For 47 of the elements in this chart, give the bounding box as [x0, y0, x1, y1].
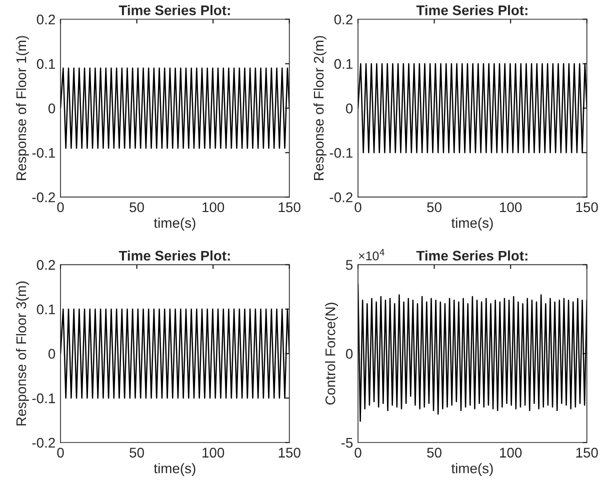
x-tick-label: 100 — [202, 202, 224, 212]
x-axis-title: time(s) — [451, 463, 493, 476]
x-axis-title: time(s) — [154, 463, 196, 476]
x-tick-label: 150 — [278, 448, 300, 458]
text: ×10$^{4}$ — [358, 249, 384, 260]
y-axis-title: Response of Floor 2(m) — [313, 36, 326, 180]
y-axis-title: Response of Floor 1(m) — [16, 36, 29, 180]
y-tick-label: 0 — [48, 104, 56, 114]
y-axis-title: Control Force(N) — [325, 302, 338, 405]
x-tick-label: 150 — [278, 202, 300, 212]
x-tick-label: 100 — [202, 448, 224, 458]
y-tick-label: 0.2 — [36, 14, 55, 24]
y-tick-label: -0.1 — [330, 148, 352, 158]
y-tick-label: 0 — [346, 104, 353, 114]
x-tick-label: 0 — [354, 448, 362, 458]
y-tick-label: -0.2 — [32, 438, 55, 448]
y-tick-label: 0.2 — [36, 260, 55, 270]
x-tick-label: 50 — [427, 448, 442, 458]
chart-title: Time Series Plot: — [118, 5, 230, 16]
x-tick-label: 50 — [130, 202, 144, 212]
y-tick-label: -0.1 — [32, 393, 55, 404]
y-tick-label: 0 — [48, 348, 56, 359]
y-tick-label: 0.1 — [334, 59, 352, 69]
chart-title: Time Series Plot: — [416, 5, 528, 16]
x-tick-label: 0 — [57, 202, 64, 212]
y-tick-label: -0.2 — [32, 192, 55, 202]
y-tick-label: 0 — [346, 348, 353, 359]
y-tick-label: -0.1 — [32, 148, 55, 158]
x-tick-label: 150 — [576, 202, 598, 212]
y-tick-label: 0.1 — [36, 304, 55, 314]
x-axis-title: time(s) — [154, 218, 196, 231]
y-tick-label: -5 — [341, 438, 353, 448]
x-tick-label: 0 — [57, 448, 64, 458]
y-tick-label: 0.2 — [334, 14, 352, 24]
x-tick-label: 150 — [576, 448, 598, 458]
chart-title: Time Series Plot: — [118, 250, 230, 261]
y-tick-label: -0.2 — [330, 192, 352, 202]
x-tick-label: 100 — [500, 448, 522, 458]
y-tick-label: 0.1 — [36, 59, 55, 69]
x-axis-title: time(s) — [451, 218, 493, 231]
x-tick-label: 50 — [427, 202, 442, 212]
x-tick-label: 0 — [354, 202, 362, 212]
y-tick-label: 5 — [346, 260, 353, 270]
y-axis-title: Response of Floor 3(m) — [16, 282, 29, 426]
chart-title: Time Series Plot: — [416, 250, 528, 261]
x-tick-label: 100 — [500, 202, 522, 212]
x-tick-label: 50 — [130, 448, 144, 458]
